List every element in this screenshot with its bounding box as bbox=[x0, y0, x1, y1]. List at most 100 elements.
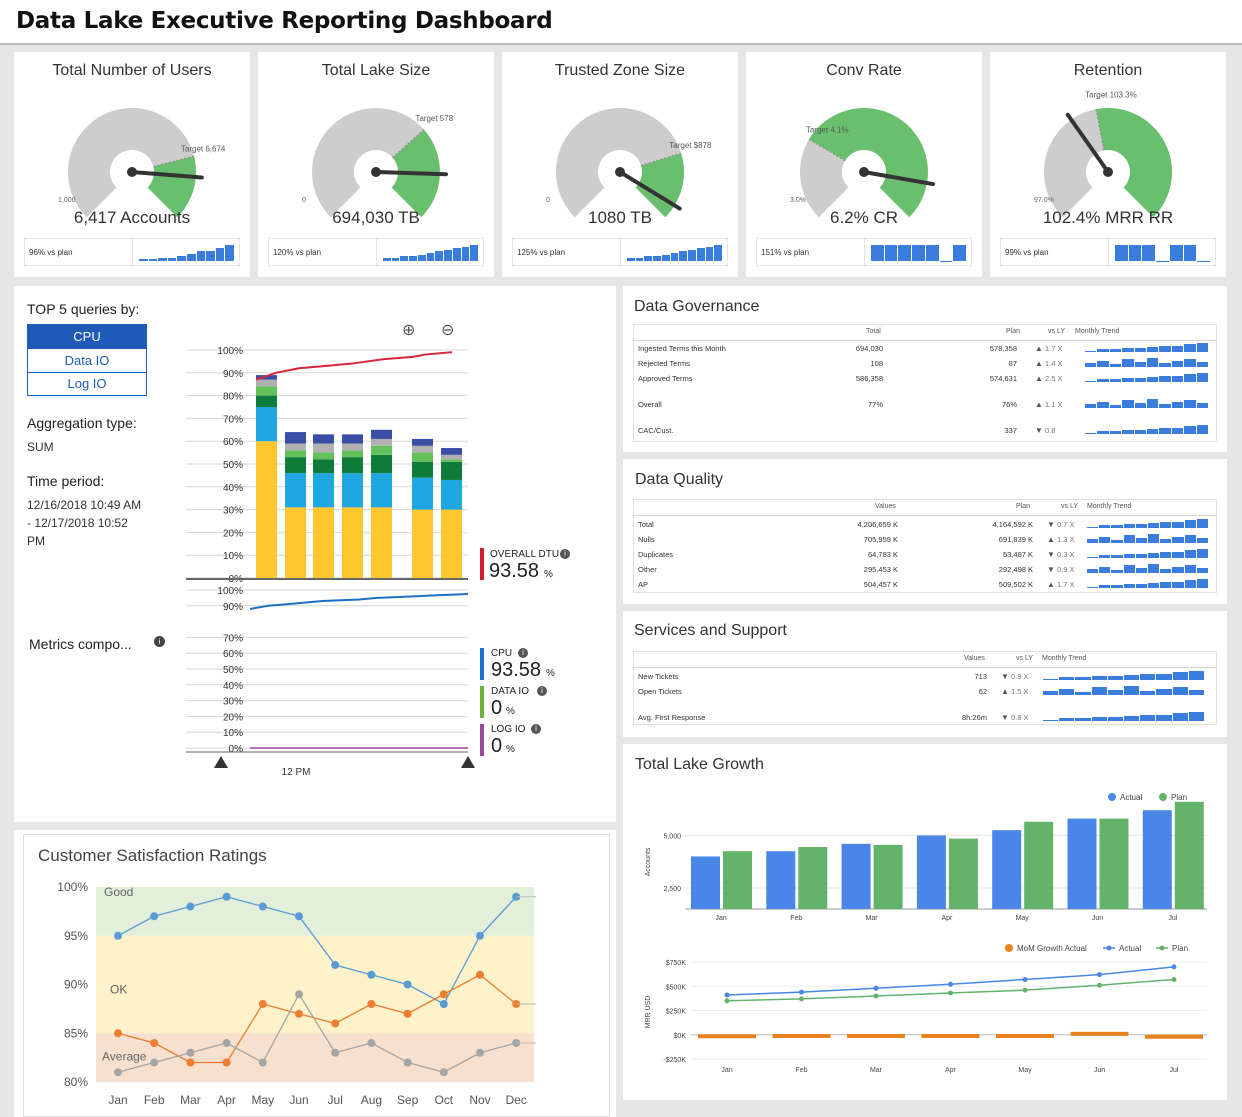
gauge-pivot bbox=[1103, 167, 1113, 177]
y-tick-label: $250K bbox=[666, 1009, 687, 1016]
divider bbox=[132, 239, 133, 265]
info-icon[interactable]: i bbox=[537, 686, 547, 696]
data-point bbox=[150, 912, 159, 921]
column-header: vs LY bbox=[1016, 655, 1033, 662]
trend-bar bbox=[1099, 525, 1111, 528]
spark-bar bbox=[670, 253, 679, 261]
trend-bar bbox=[1085, 432, 1097, 434]
gauge-range-arc bbox=[1096, 108, 1172, 218]
vs-ly-value: 1.7 X bbox=[1045, 344, 1063, 353]
row-label: Nulls bbox=[638, 535, 655, 544]
trend-bar bbox=[1091, 717, 1107, 721]
quality-title: Data Quality bbox=[635, 471, 724, 488]
row-value: 62 bbox=[978, 687, 987, 696]
governance-title: Data Governance bbox=[634, 298, 760, 315]
column-header: Plan bbox=[1016, 503, 1031, 510]
vs-ly-value: 0.9 X bbox=[1057, 565, 1075, 574]
bar bbox=[1174, 801, 1204, 909]
spark-bar bbox=[383, 257, 391, 261]
data-point bbox=[150, 1039, 159, 1047]
stacked-bar-segment bbox=[313, 507, 334, 578]
spark-bar bbox=[898, 245, 912, 261]
tab-data-io[interactable]: Data IO bbox=[28, 349, 146, 373]
overall-dtu-unit: % bbox=[544, 569, 553, 580]
divider bbox=[633, 515, 1217, 516]
row-value: 705,959 K bbox=[863, 535, 898, 544]
trend-bar bbox=[1159, 375, 1171, 382]
trend-bar bbox=[1196, 343, 1208, 352]
arrow-down-icon: ▼ bbox=[1047, 550, 1055, 559]
tab-log-io[interactable]: Log IO bbox=[67, 376, 107, 391]
stacked-bar-segment bbox=[412, 509, 433, 578]
trend-bar bbox=[1123, 565, 1135, 573]
arrow-down-icon: ▼ bbox=[1001, 672, 1009, 681]
kpi-gauge: Target 6,674 1,000 bbox=[58, 108, 226, 218]
arrow-up-icon: ▲ bbox=[1035, 344, 1043, 353]
info-icon[interactable]: i bbox=[518, 648, 528, 658]
trend-bar bbox=[1134, 402, 1146, 408]
y-tick-label: 95% bbox=[64, 929, 88, 943]
log-io-value: 0 bbox=[491, 735, 503, 757]
trend-bar bbox=[1184, 359, 1196, 367]
y-tick-label: 40% bbox=[223, 483, 243, 494]
data-point bbox=[186, 1048, 195, 1057]
y-tick-label: 100% bbox=[217, 346, 243, 357]
info-icon[interactable]: i bbox=[560, 549, 570, 559]
metric-tabs: CPU Data IO Log IO bbox=[27, 324, 147, 396]
growth-panel: Total Lake Growth Actual Plan 5,000 2,500 Ac… bbox=[623, 744, 1227, 1100]
stacked-bar-segment bbox=[342, 450, 363, 458]
kpi-card: Conv Rate Target 4.1% 3.0% 6.2% CR 151% vs p… bbox=[746, 52, 982, 277]
x-tick-label: Jan bbox=[721, 1067, 732, 1074]
stacked-bar-segment bbox=[342, 473, 363, 508]
satisfaction-title: Customer Satisfaction Ratings bbox=[38, 846, 267, 865]
data-point bbox=[403, 1058, 412, 1067]
data-point bbox=[295, 1009, 303, 1018]
vs-ly-value: 1.1 X bbox=[1045, 400, 1063, 409]
x-tick-label: May bbox=[1018, 1067, 1032, 1074]
trend-bar bbox=[1059, 677, 1075, 680]
kpi-gauge: Target 578 0 bbox=[302, 108, 454, 218]
stacked-bar-segment bbox=[441, 509, 462, 578]
table-frame bbox=[633, 651, 1217, 725]
kpi-card: Trusted Zone Size Target $878 0 1080 TB 125%… bbox=[502, 52, 738, 277]
data-point bbox=[476, 970, 484, 979]
info-icon[interactable]: i bbox=[154, 636, 165, 647]
row-value: 4,164,592 K bbox=[992, 520, 1033, 529]
data-point bbox=[367, 970, 376, 979]
trend-bar bbox=[1122, 359, 1134, 367]
info-icon[interactable]: i bbox=[531, 724, 541, 734]
y-axis-label: Accounts bbox=[645, 847, 652, 876]
trend-bar bbox=[1099, 566, 1111, 573]
spark-bar bbox=[139, 258, 148, 261]
trend-bar bbox=[1107, 676, 1123, 680]
tab-cpu[interactable]: CPU bbox=[28, 325, 146, 349]
trend-bar bbox=[1134, 348, 1146, 352]
data-point bbox=[403, 980, 412, 989]
stacked-bar-segment bbox=[313, 443, 334, 453]
spark-bar bbox=[1115, 245, 1128, 261]
trend-bar bbox=[1075, 692, 1091, 695]
kpi-title: Total Number of Users bbox=[52, 62, 212, 79]
trend-bar bbox=[1196, 549, 1208, 558]
data-point bbox=[367, 1000, 376, 1008]
trend-bar bbox=[1122, 430, 1134, 434]
zoom-out-icon[interactable]: ⊖ bbox=[441, 322, 455, 339]
zoom-in-icon[interactable]: ⊕ bbox=[402, 322, 416, 339]
trend-bar bbox=[1147, 428, 1159, 434]
x-tick-label: Jul bbox=[1170, 1067, 1179, 1074]
page-title: Data Lake Executive Reporting Dashboard bbox=[16, 8, 553, 34]
spark-bar bbox=[635, 257, 644, 261]
row-value: 108 bbox=[870, 359, 883, 368]
trend-bar bbox=[1109, 379, 1122, 382]
trend-bar bbox=[1196, 579, 1208, 588]
kpi-card: Retention Target 103.3% 97.0% 102.4% MRR RR… bbox=[990, 52, 1226, 277]
trend-bar bbox=[1156, 688, 1172, 695]
data-point bbox=[186, 1058, 195, 1067]
row-label: Ingested Terms this Month bbox=[638, 344, 726, 353]
data-point bbox=[873, 985, 879, 991]
cpu-line bbox=[249, 592, 469, 610]
x-tick-label: Mar bbox=[870, 1067, 883, 1074]
satisfaction-line bbox=[117, 992, 517, 1073]
data-point bbox=[1022, 987, 1028, 993]
row-value: 713 bbox=[974, 672, 987, 681]
